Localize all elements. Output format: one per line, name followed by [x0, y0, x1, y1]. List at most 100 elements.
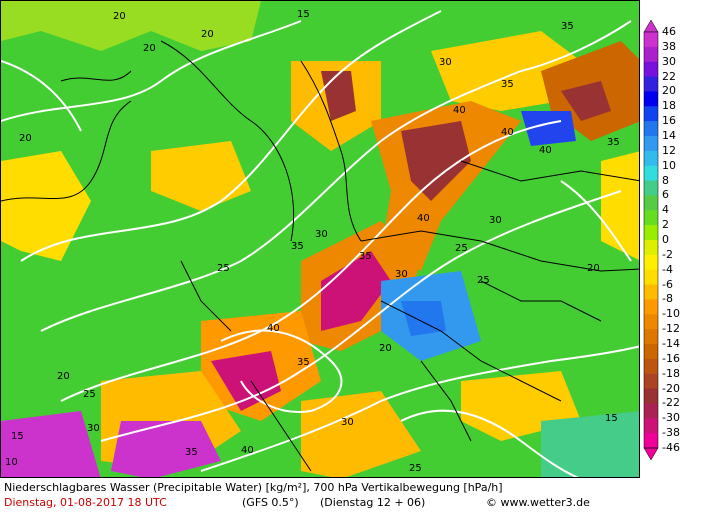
legend-color-swatch [644, 344, 658, 360]
legend-tick-label: -12 [662, 322, 680, 336]
legend-tick-label: -4 [662, 262, 673, 276]
contour-label: 10 [5, 457, 18, 468]
legend-color-swatch [644, 136, 658, 152]
legend-tick-label: 18 [662, 99, 676, 113]
contour-label: 25 [83, 389, 96, 400]
legend-color-swatch [644, 269, 658, 286]
legend-tick-label: -38 [662, 426, 680, 440]
legend-tick-label: 2 [662, 218, 669, 232]
contour-label: 35 [561, 21, 574, 32]
country-borders [1, 40, 639, 472]
legend-color-swatch [644, 388, 658, 404]
map-canvas: 20 20 20 15 35 30 35 40 40 40 35 40 35 3… [1, 1, 639, 477]
legend-tick-label: -20 [662, 381, 680, 395]
contour-label: 25 [455, 243, 468, 254]
contour-label: 20 [19, 133, 32, 144]
legend-tick-label: -6 [662, 277, 673, 291]
contour-label: 40 [241, 445, 254, 456]
legend-color-swatch [644, 195, 658, 211]
legend-color-swatch [644, 61, 658, 78]
contour-label: 35 [185, 447, 198, 458]
contour-label: 40 [417, 213, 430, 224]
contour-label: 30 [341, 417, 354, 428]
contour-label: 30 [395, 269, 408, 280]
legend-tick-label: -30 [662, 411, 680, 425]
color-scale-bar [643, 20, 659, 460]
legend-tick-label: 30 [662, 54, 676, 68]
legend-color-swatch [644, 358, 658, 375]
legend-color-swatch [644, 180, 658, 196]
legend-color-swatch [644, 76, 658, 92]
legend-tick-label: 10 [662, 158, 676, 172]
legend-tick-label: 6 [662, 188, 669, 202]
caption-run: (Dienstag 12 + 06) [320, 496, 426, 509]
legend-color-swatch [644, 165, 658, 182]
contour-label: 35 [607, 137, 620, 148]
legend-tick-label: -18 [662, 366, 680, 380]
contour-label: 35 [501, 79, 514, 90]
contour-label: 30 [489, 215, 502, 226]
legend-color-swatch [644, 106, 658, 122]
legend-color-swatch [644, 150, 658, 167]
legend-color-swatch [644, 240, 658, 256]
legend-tick-label: 0 [662, 233, 669, 246]
contour-label: 30 [87, 423, 100, 434]
legend-color-swatch [644, 121, 658, 137]
contour-label: 25 [217, 263, 230, 274]
legend-tick-label: 16 [662, 114, 676, 128]
legend-color-swatch [644, 284, 658, 300]
contour-label: 20 [587, 263, 600, 274]
contour-labels: 20 20 20 15 35 30 35 40 40 40 35 40 35 3… [5, 9, 620, 474]
legend-top-arrow [643, 20, 659, 33]
legend-tick-label: -10 [662, 307, 680, 321]
contour-label: 40 [539, 145, 552, 156]
legend-tick-label: 46 [662, 25, 676, 38]
caption-model: (GFS 0.5°) [242, 496, 299, 509]
legend-bottom-arrow [643, 447, 659, 460]
legend-color-swatch [644, 254, 658, 271]
contour-label: 40 [453, 105, 466, 116]
contour-label: 15 [11, 431, 24, 442]
contour-label: 35 [291, 241, 304, 252]
precipitable-water-field [1, 1, 639, 477]
contour-label: 40 [267, 323, 280, 334]
legend-color-swatch [644, 329, 658, 345]
contour-label: 20 [379, 343, 392, 354]
caption-date: Dienstag, 01-08-2017 18 UTC [4, 496, 167, 509]
legend-tick-label: 14 [662, 129, 676, 142]
contour-label: 20 [201, 29, 214, 40]
legend-tick-label: -46 [662, 441, 680, 454]
legend-tick-label: 22 [662, 69, 676, 83]
legend-tick-label: 8 [662, 173, 669, 187]
legend-color-swatch [644, 210, 658, 226]
caption-copyright: © www.wetter3.de [486, 496, 590, 509]
contour-label: 35 [297, 357, 310, 368]
contour-label: 20 [113, 11, 126, 22]
contour-label: 35 [359, 251, 372, 262]
legend-color-swatch [644, 403, 658, 419]
contour-label: 20 [57, 371, 70, 382]
contour-label: 15 [605, 413, 618, 424]
weather-map: 20 20 20 15 35 30 35 40 40 40 35 40 35 3… [0, 0, 640, 478]
legend-color-swatch [644, 314, 658, 330]
contour-label: 15 [297, 9, 310, 20]
contour-label: 40 [501, 127, 514, 138]
legend-tick-label: -22 [662, 396, 680, 410]
contour-label: 30 [315, 229, 328, 240]
legend-tick-label: -14 [662, 337, 680, 350]
legend-tick-label: -16 [662, 351, 680, 365]
legend-color-swatch [644, 418, 658, 434]
legend-tick-label: 4 [662, 203, 669, 217]
contour-label: 25 [409, 463, 422, 474]
legend-color-swatch [644, 433, 658, 449]
legend-color-swatch [644, 225, 658, 241]
color-scale-legend: 46 38 30 22 20 18 16 14 12 10 8 6 4 2 0 -2 -4 -6 -8 -10 -12-… [642, 20, 704, 460]
legend-color-swatch [644, 299, 658, 315]
caption-title: Niederschlagbares Wasser (Precipitable W… [4, 481, 503, 494]
legend-tick-label: 38 [662, 39, 676, 53]
legend-color-swatch [644, 91, 658, 107]
legend-tick-label: -8 [662, 292, 673, 306]
contour-label: 25 [477, 275, 490, 286]
legend-color-swatch [644, 373, 658, 390]
map-caption: Niederschlagbares Wasser (Precipitable W… [0, 479, 704, 513]
